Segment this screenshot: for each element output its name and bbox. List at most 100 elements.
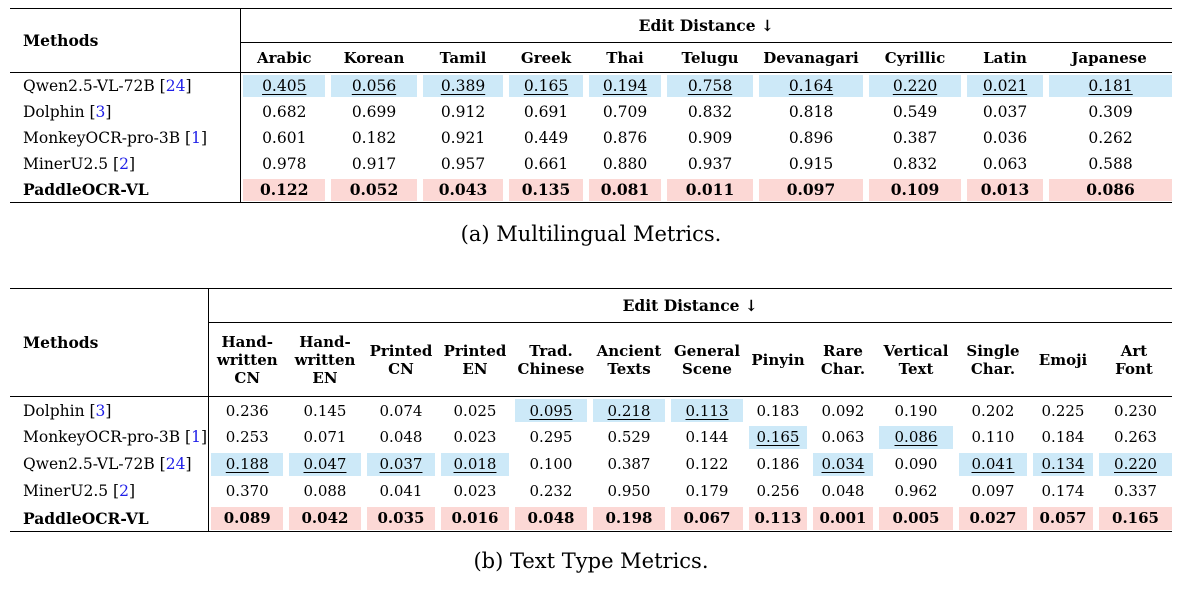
value-cell: 0.086 [876,424,956,451]
value-cell: 0.048 [821,482,865,501]
value-cell: 0.095 [512,397,590,424]
value-cell: 0.013 [964,177,1046,203]
caption-b: (b) Text Type Metrics. [473,549,709,574]
value-cell: 0.100 [529,455,573,474]
value-cell: 0.097 [971,482,1015,501]
citation-link[interactable]: 24 [165,455,186,474]
value-cell: 0.165 [1096,505,1173,532]
value-cell: 0.370 [207,477,286,505]
column-header-emoji: Emoji [1030,322,1096,398]
group-header-row: Methods Edit Distance ↓ [10,8,1173,73]
table-row: MonkeyOCR-pro-3B [1] 0.601 0.182 0.921 0.449… [10,124,1172,151]
value-cell: 0.262 [1088,128,1133,147]
value-cell: 0.023 [453,482,497,501]
value-cell: 0.034 [810,451,876,478]
value-cell: 0.880 [602,154,648,173]
value-cell: 0.122 [239,176,328,203]
column-header-greek: Greek [506,42,586,73]
value-cell: 0.876 [602,128,648,147]
value-cell: 0.043 [420,177,506,203]
value-cell: 0.601 [239,124,328,151]
value-cell: 0.005 [876,505,956,532]
column-header-cyrillic: Cyrillic [866,42,964,73]
column-header-pinyin: Pinyin [746,322,810,398]
value-cell: 0.067 [668,505,746,532]
value-cell: 0.092 [821,401,865,420]
value-cell: 0.113 [746,505,810,532]
method-label: MinerU2.5 [2] [23,154,136,173]
citation-link[interactable]: 1 [191,428,201,447]
table-row: Dolphin [3] 0.682 0.699 0.912 0.691 0.709 0.83… [10,98,1172,125]
value-cell: 0.183 [756,401,800,420]
value-cell: 0.917 [351,154,397,173]
value-cell: 0.220 [866,73,964,99]
column-header-general-scene: General Scene [668,322,746,398]
value-cell: 0.052 [328,177,420,203]
table-row: MonkeyOCR-pro-3B [1] 0.253 0.071 0.048 0.023… [10,423,1172,451]
value-cell: 0.309 [1088,102,1133,121]
value-cell: 0.758 [664,73,756,99]
value-cell: 0.165 [506,73,586,99]
value-cell: 0.832 [687,102,733,121]
value-cell: 0.962 [894,482,938,501]
table-body: Dolphin [3] 0.236 0.145 0.074 0.025 0.095 0.21… [10,396,1173,532]
value-cell: 0.220 [1096,451,1173,478]
citation-link[interactable]: 3 [95,401,106,420]
value-cell: 0.164 [756,73,866,99]
value-cell: 0.016 [438,505,512,532]
column-header-japanese: Japanese [1046,42,1173,73]
value-cell: 0.387 [892,128,938,147]
method-label: PaddleOCR-VL [23,508,149,528]
value-cell: 0.263 [1114,428,1157,447]
value-cell: 0.190 [894,401,938,420]
table-row: MinerU2.5 [2] 0.978 0.917 0.957 0.661 0.880 0.… [10,150,1172,177]
column-header-devanagari: Devanagari [756,42,866,73]
column-header-single-char: Single Char. [956,322,1030,398]
column-header-art-font: Art Font [1096,322,1173,398]
method-label: MonkeyOCR-pro-3B [1] [23,428,208,447]
value-cell: 0.047 [286,451,364,478]
citation-link[interactable]: 1 [191,128,201,147]
value-cell: 0.041 [956,451,1030,478]
method-label: MinerU2.5 [2] [23,482,136,501]
citation-link[interactable]: 3 [95,102,106,121]
value-cell: 0.909 [687,128,733,147]
value-cell: 0.110 [971,428,1015,447]
value-cell: 0.041 [379,482,423,501]
value-cell: 0.145 [303,401,347,420]
value-cell: 0.218 [590,397,668,424]
value-cell: 0.225 [1041,401,1085,420]
citation-link[interactable]: 2 [119,154,129,173]
method-label: Dolphin [3] [23,401,112,420]
value-cell: 0.122 [685,455,729,474]
value-cell: 0.135 [506,177,586,203]
method-label: Qwen2.5-VL-72B [24] [23,76,192,95]
table-body: Qwen2.5-VL-72B [24] 0.405 0.056 0.389 0.165 0… [10,72,1173,203]
value-cell: 0.709 [602,102,648,121]
value-cell: 0.957 [440,154,486,173]
value-cell: 0.027 [956,505,1030,532]
value-cell: 0.097 [756,177,866,203]
value-cell: 0.661 [523,154,569,173]
value-cell: 0.978 [239,150,328,177]
citation-link[interactable]: 2 [119,482,129,501]
edit-distance-header: Edit Distance ↓ [207,288,1173,324]
value-cell: 0.337 [1114,482,1157,501]
value-cell: 0.682 [239,98,328,125]
value-cell: 0.194 [586,73,664,99]
column-header-arabic: Arabic [239,42,328,73]
column-header-hand-written-en: Hand- written EN [286,322,364,398]
value-cell: 0.182 [351,128,397,147]
value-cell: 0.253 [207,423,286,451]
value-cell: 0.018 [438,451,512,478]
value-cell: 0.588 [1088,154,1133,173]
value-cell: 0.921 [440,128,486,147]
value-cell: 0.937 [687,154,733,173]
method-label: PaddleOCR-VL [23,179,149,199]
value-cell: 0.950 [607,482,651,501]
value-cell: 0.165 [746,424,810,451]
value-cell: 0.037 [364,451,438,478]
citation-link[interactable]: 24 [165,76,186,95]
value-cell: 0.818 [788,102,834,121]
value-cell: 0.896 [788,128,834,147]
